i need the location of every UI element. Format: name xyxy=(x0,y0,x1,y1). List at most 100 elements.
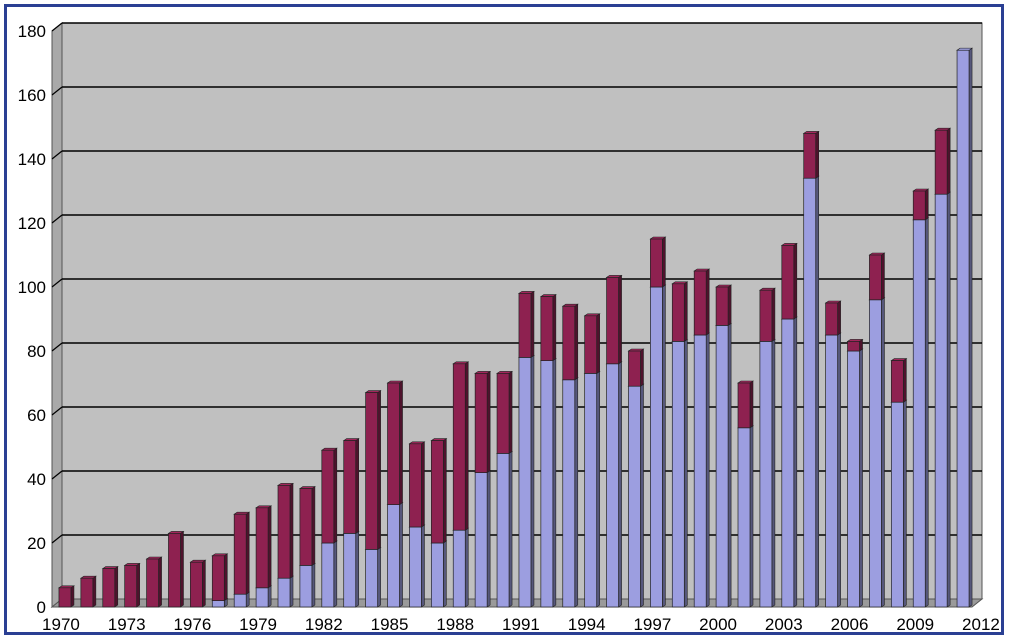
y-tick-label: 0 xyxy=(37,598,46,617)
y-tick-label: 60 xyxy=(27,406,46,425)
gridline-side xyxy=(51,214,63,224)
bar-segment xyxy=(277,482,294,579)
gridline-side xyxy=(51,150,63,160)
x-tick-label: 1982 xyxy=(305,615,343,632)
bar-segment xyxy=(255,585,273,608)
bar-segment xyxy=(298,562,316,608)
bar-segment xyxy=(780,316,798,608)
bar-segment xyxy=(539,358,557,608)
bar-segment xyxy=(583,370,601,608)
y-tick-label: 80 xyxy=(27,342,46,361)
bar-segment xyxy=(583,313,601,374)
bar-segment xyxy=(693,332,711,608)
bar-segment xyxy=(605,361,623,608)
bar-segment xyxy=(101,566,119,608)
bar-segment xyxy=(211,553,229,602)
plot-area xyxy=(50,21,984,609)
bar-segment xyxy=(868,252,886,301)
bar-segment xyxy=(408,441,426,528)
bar-segment xyxy=(517,290,535,358)
bar-segment xyxy=(386,502,404,608)
bar-segment xyxy=(824,300,842,336)
bar-segment xyxy=(715,322,733,608)
bar-segment xyxy=(890,358,908,403)
bar-segment xyxy=(671,338,689,608)
y-tick-label: 40 xyxy=(27,470,46,489)
x-tick-label: 1976 xyxy=(173,615,211,632)
bar-segment xyxy=(693,268,711,336)
bar-segment xyxy=(737,425,754,608)
bar-segment xyxy=(649,236,667,288)
bar-segment xyxy=(627,383,645,608)
bar-segment xyxy=(715,284,733,326)
y-tick-label: 160 xyxy=(18,86,46,105)
y-tick-label: 120 xyxy=(18,214,46,233)
bar-segment xyxy=(758,338,776,608)
gridline-side xyxy=(51,406,63,416)
bar-segment xyxy=(737,380,754,429)
bar-segment xyxy=(386,380,404,506)
plot-side-wall xyxy=(51,21,63,609)
bar-segment xyxy=(868,297,886,608)
bar-segment xyxy=(561,303,579,381)
bar-segment xyxy=(824,332,842,608)
bar-segment xyxy=(320,540,338,608)
bar-segment xyxy=(539,294,557,362)
x-tick-label: 2000 xyxy=(699,615,737,632)
bar-segment xyxy=(430,540,448,608)
bar-segment xyxy=(320,447,338,544)
y-axis-ticks: 0 20 40 60 80 100 120 140 160 180 xyxy=(18,22,46,617)
bar-segment xyxy=(452,527,470,608)
gridline-side xyxy=(51,470,63,480)
gridline-side xyxy=(51,534,63,544)
bar-segment xyxy=(846,338,864,352)
bar-segment xyxy=(277,575,294,608)
bar-segment xyxy=(123,562,141,608)
bar-segment xyxy=(846,348,864,608)
gridline-side xyxy=(51,278,63,288)
bar-segment xyxy=(474,370,492,474)
x-tick-label: 2006 xyxy=(831,615,869,632)
bar-segment xyxy=(233,511,251,595)
bar-segment xyxy=(364,390,382,550)
bar-segment xyxy=(342,530,360,608)
bar-segment xyxy=(189,559,207,608)
bar-segment xyxy=(912,217,930,608)
y-tick-label: 180 xyxy=(18,22,46,41)
bar-segment xyxy=(496,370,514,454)
bar-segment xyxy=(605,274,623,365)
bar-segment xyxy=(934,191,952,608)
x-tick-label: 1991 xyxy=(502,615,540,632)
bar-segment xyxy=(496,450,514,608)
gridline-side xyxy=(51,86,63,96)
bars xyxy=(57,47,974,608)
x-tick-label: 1973 xyxy=(108,615,146,632)
bar-segment xyxy=(912,188,930,221)
bar-segment xyxy=(671,281,689,342)
x-tick-label: 1997 xyxy=(633,615,671,632)
bar-segment xyxy=(627,348,645,387)
bar-segment xyxy=(79,575,97,608)
bar-segment xyxy=(474,470,492,608)
bar-segment xyxy=(145,556,163,608)
y-tick-label: 140 xyxy=(18,150,46,169)
bar-segment xyxy=(517,354,535,608)
y-tick-label: 20 xyxy=(27,534,46,553)
x-tick-label: 2003 xyxy=(765,615,803,632)
bar-segment xyxy=(780,242,798,320)
bar-segment xyxy=(561,377,579,608)
bar-segment xyxy=(934,127,952,195)
bar-segment xyxy=(452,361,470,531)
bar-segment xyxy=(802,175,820,608)
x-axis-ticks: 1970 1973 1976 1979 1982 1985 1988 1991 1994 1997… xyxy=(42,615,1000,632)
x-tick-label: 1970 xyxy=(42,615,80,632)
bar-segment xyxy=(649,284,667,608)
gridline-side xyxy=(51,342,63,352)
x-tick-label: 1985 xyxy=(371,615,409,632)
bar-segment xyxy=(802,130,820,179)
bar-segment xyxy=(408,524,426,608)
bar-segment xyxy=(57,585,75,608)
gridline-side xyxy=(51,22,63,32)
bar-segment xyxy=(430,438,448,544)
